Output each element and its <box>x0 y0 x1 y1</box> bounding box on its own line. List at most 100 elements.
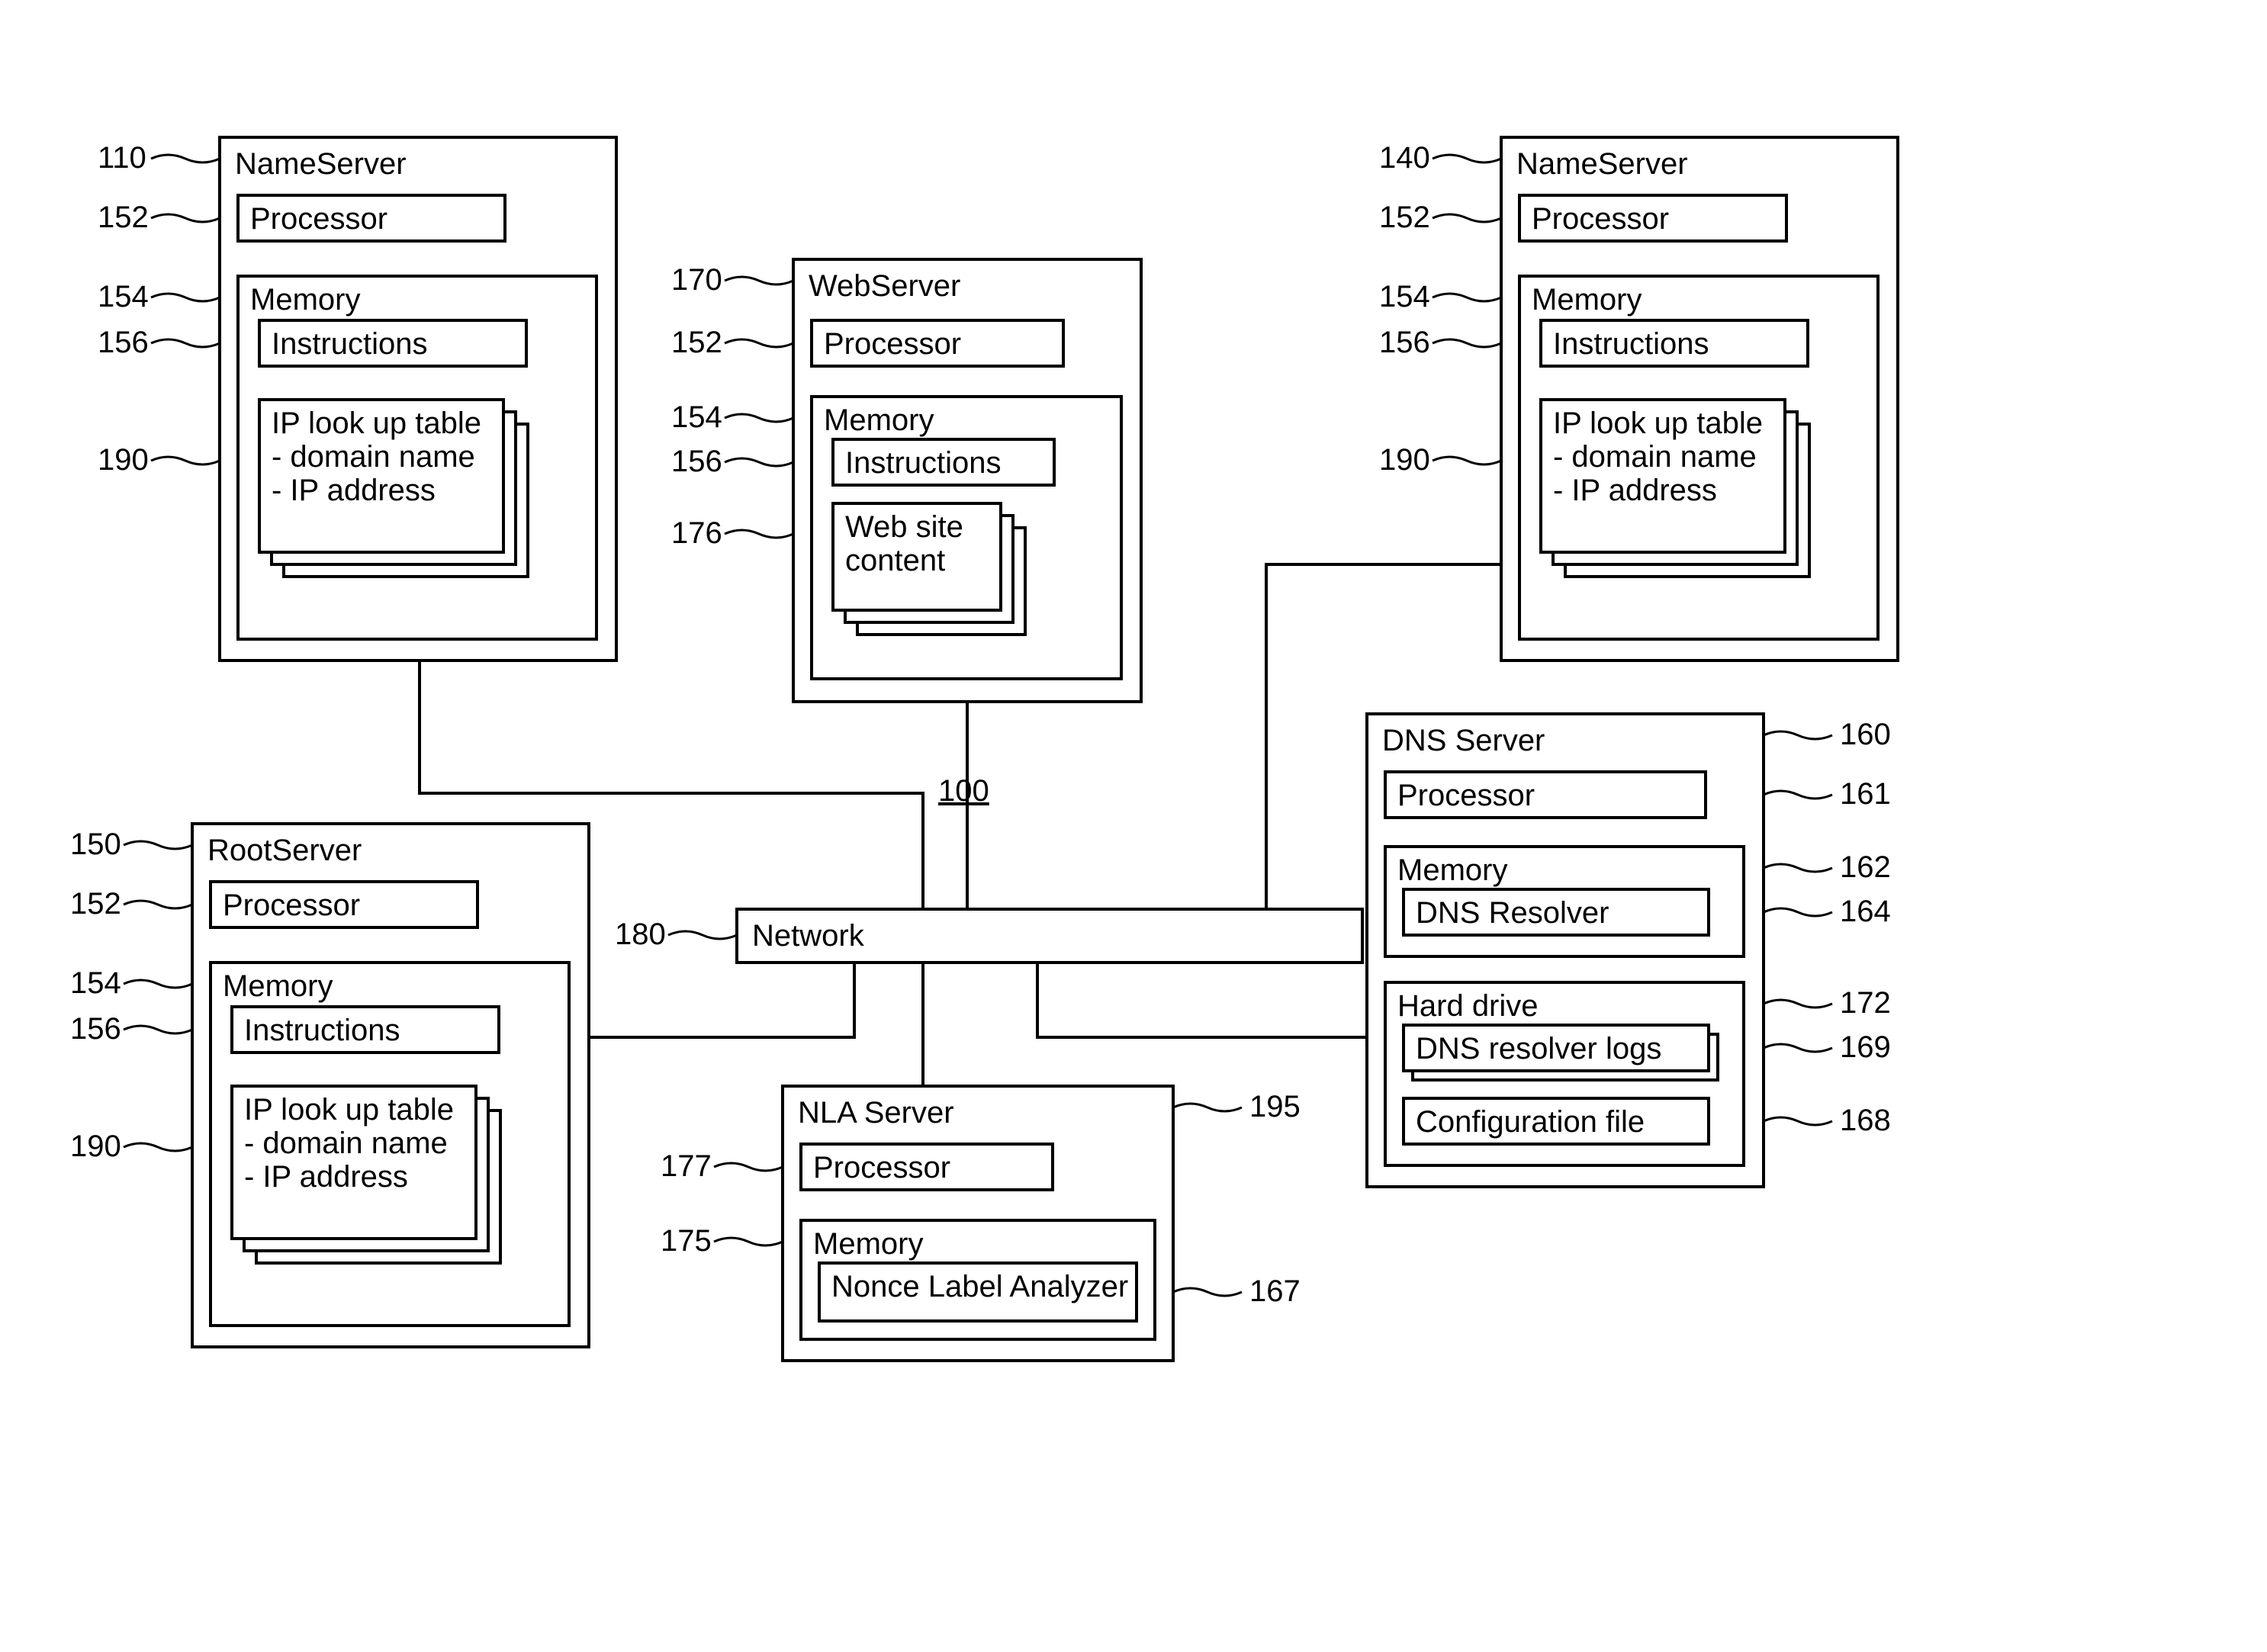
processor-box-label: Processor <box>813 1151 950 1184</box>
ref-180: 180 <box>615 918 666 951</box>
leader-line <box>725 277 793 284</box>
memory-label: Memory <box>813 1227 923 1261</box>
ref-152: 152 <box>70 887 121 921</box>
ref-156: 156 <box>70 1012 121 1046</box>
leader-line <box>1764 1000 1832 1008</box>
ref-190: 190 <box>98 443 149 477</box>
processor-box-label: Processor <box>250 202 387 236</box>
memory-label: Memory <box>824 403 934 437</box>
processor-box-label: Processor <box>1532 202 1669 236</box>
nameserver2-title: NameServer <box>1516 147 1688 181</box>
leader-line <box>1433 214 1501 222</box>
lookup-table-line: - domain name <box>244 1127 448 1160</box>
ref-177: 177 <box>661 1149 712 1183</box>
ref-190: 190 <box>1379 443 1430 477</box>
logs-label: DNS resolver logs <box>1416 1032 1661 1065</box>
ref-168: 168 <box>1840 1104 1891 1137</box>
ref-162: 162 <box>1840 850 1891 884</box>
instructions-box-label: Instructions <box>845 446 1002 480</box>
instructions-box-label: Instructions <box>244 1014 400 1047</box>
leader-line <box>725 414 793 422</box>
leader-line <box>1173 1288 1242 1296</box>
nlaserver-title: NLA Server <box>798 1096 954 1130</box>
network-label: Network <box>752 919 865 953</box>
rootserver-title: RootServer <box>207 834 362 867</box>
ref-172: 172 <box>1840 986 1891 1020</box>
ref-160: 160 <box>1840 718 1891 751</box>
ref-152: 152 <box>98 201 149 234</box>
lookup-table-line: - domain name <box>1553 440 1757 474</box>
ref-154: 154 <box>98 280 149 313</box>
memory-label: Memory <box>223 969 333 1003</box>
leader-line <box>1764 908 1832 916</box>
website-content-line: content <box>845 544 945 577</box>
ref-110: 110 <box>98 141 146 175</box>
network-diagram: Network 180 100 NameServer 110 Processor 152 Me… <box>0 0 2267 1652</box>
ref-167: 167 <box>1249 1274 1301 1308</box>
processor-box-label: Processor <box>223 889 360 922</box>
nameserver1-title: NameServer <box>235 147 407 181</box>
lookup-table-line: IP look up table <box>272 407 481 440</box>
leader-line <box>124 1143 192 1151</box>
leader-line <box>151 294 220 301</box>
leader-line <box>714 1238 783 1245</box>
leader-line <box>151 457 220 464</box>
instructions-box-label: Instructions <box>272 327 428 361</box>
edge-rootserver-network <box>589 963 854 1037</box>
ref-154: 154 <box>671 400 722 434</box>
leader-line <box>1433 339 1501 347</box>
leader-line <box>725 530 793 538</box>
instructions-box-label: Instructions <box>1553 327 1709 361</box>
figure-ref: 100 <box>938 774 989 808</box>
ref-156: 156 <box>1379 326 1430 359</box>
webserver-title: WebServer <box>809 269 960 303</box>
leader-line <box>1764 1117 1832 1125</box>
website-content-line: Web site <box>845 510 963 544</box>
leader-line <box>151 155 220 162</box>
memory-label: Memory <box>1397 853 1507 887</box>
ref-176: 176 <box>671 516 722 550</box>
edge-dnsserver-network <box>1037 963 1367 1037</box>
leader-line <box>151 339 220 347</box>
ref-150: 150 <box>70 828 121 861</box>
lookup-table-line: IP look up table <box>244 1093 454 1127</box>
leader-line <box>1764 1044 1832 1052</box>
leader-line <box>725 339 793 347</box>
lookup-table-line: - IP address <box>244 1160 408 1194</box>
lookup-table-line: IP look up table <box>1553 407 1763 440</box>
processor-box-label: Processor <box>1397 779 1535 812</box>
ref-154: 154 <box>70 966 121 1000</box>
leader-line <box>1433 294 1501 301</box>
ref-140: 140 <box>1379 141 1430 175</box>
leader-line <box>1433 155 1501 162</box>
ref-190: 190 <box>70 1130 121 1163</box>
ref-170: 170 <box>671 263 722 297</box>
memory-label: Memory <box>1532 283 1642 317</box>
lookup-table-line: - IP address <box>272 474 436 507</box>
ref-161: 161 <box>1840 777 1891 811</box>
config-file-box-label: Configuration file <box>1416 1105 1645 1139</box>
ref-152: 152 <box>671 326 722 359</box>
dns-resolver-box-label: DNS Resolver <box>1416 896 1609 930</box>
leader-line <box>1764 731 1832 739</box>
ref-152: 152 <box>1379 201 1430 234</box>
lookup-table-line: - domain name <box>272 440 475 474</box>
ref-175: 175 <box>661 1224 712 1258</box>
leader-line <box>1433 457 1501 464</box>
nonce-analyzer-box-label: Nonce Label Analyzer <box>831 1270 1128 1303</box>
ref-156: 156 <box>671 445 722 478</box>
leader-line <box>1764 791 1832 799</box>
ref-164: 164 <box>1840 895 1891 928</box>
leader-line <box>151 214 220 222</box>
ref-169: 169 <box>1840 1030 1891 1064</box>
ref-156: 156 <box>98 326 149 359</box>
leader-line <box>124 901 192 908</box>
memory-label: Memory <box>250 283 360 317</box>
leader-line <box>668 931 737 939</box>
leader-line <box>124 1026 192 1033</box>
leader-line <box>124 980 192 988</box>
leader-line <box>1173 1104 1242 1111</box>
lookup-table-line: - IP address <box>1553 474 1717 507</box>
dnsserver-title: DNS Server <box>1382 724 1545 757</box>
harddrive-label: Hard drive <box>1397 989 1539 1023</box>
